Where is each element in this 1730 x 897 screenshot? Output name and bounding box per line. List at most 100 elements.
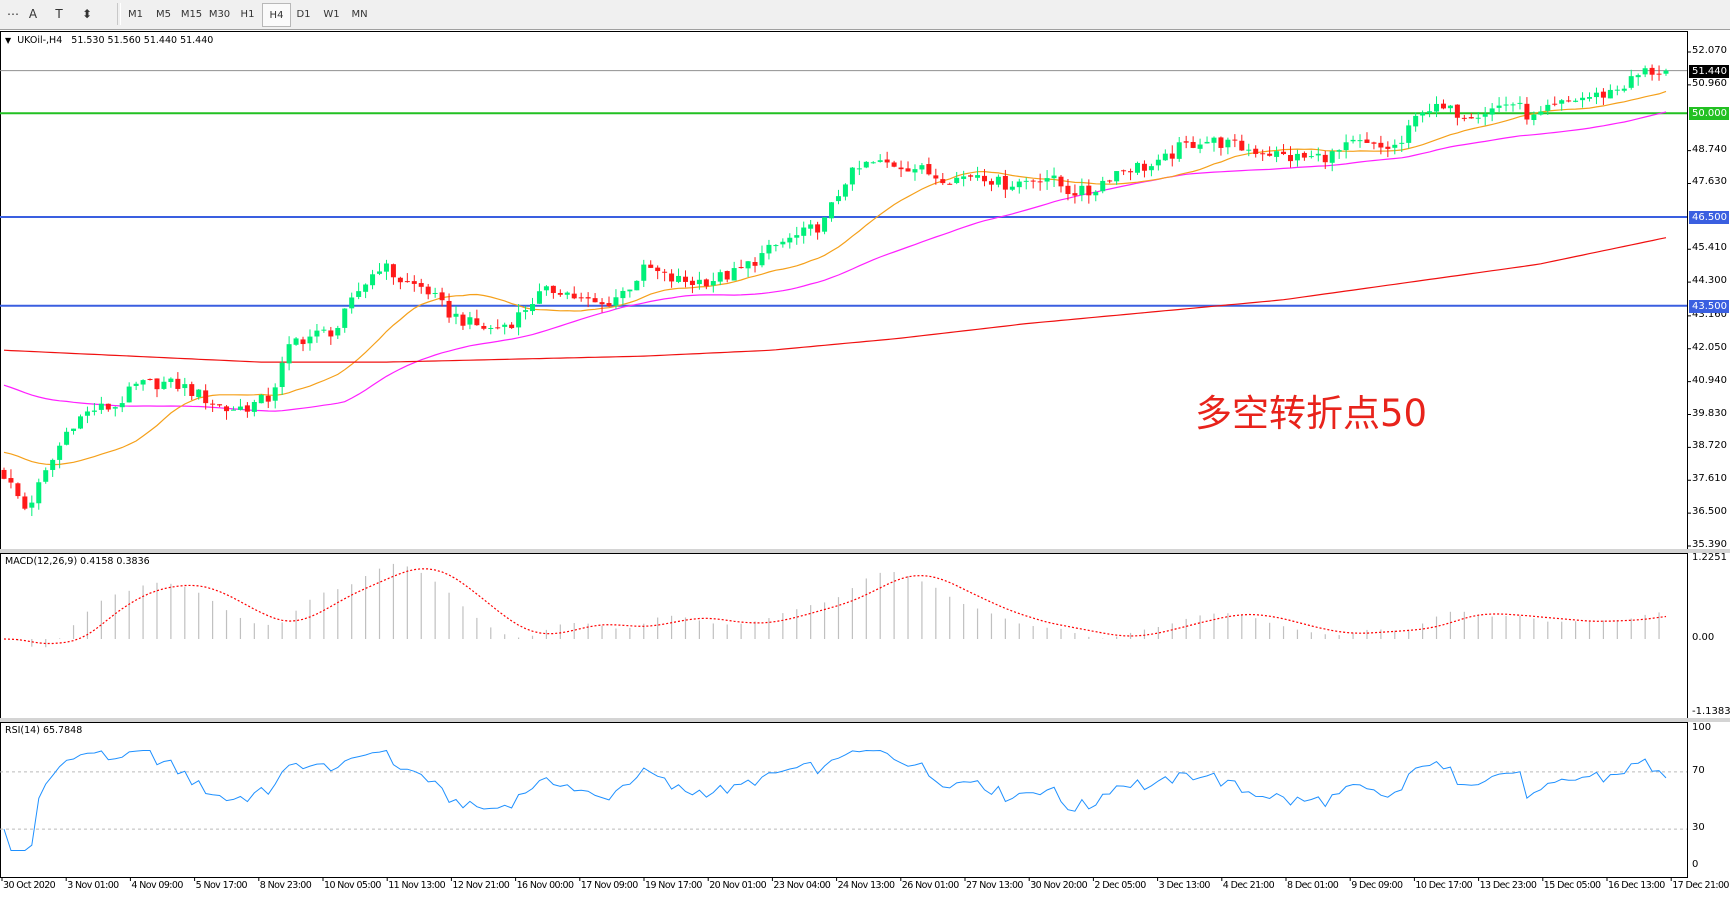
level-price-label[interactable]: 43.500: [1689, 299, 1729, 313]
candle-body: [766, 244, 772, 254]
candle-body: [189, 384, 195, 396]
timeframe-m1-button[interactable]: M1: [128, 8, 143, 20]
timeframe-m15-button[interactable]: M15: [180, 8, 203, 20]
candle: [488, 325, 494, 335]
candle: [210, 399, 216, 413]
price-tick-label: 48.740: [1692, 143, 1727, 155]
time-axis-label: 9 Dec 09:00: [1351, 880, 1403, 891]
candle: [1607, 84, 1613, 99]
candle: [1079, 178, 1085, 202]
candle-body: [592, 298, 598, 303]
candle-body: [488, 328, 494, 330]
rsi-tick-label: 100: [1692, 722, 1712, 733]
candle-body: [1294, 153, 1300, 161]
time-axis-label: 12 Nov 21:00: [452, 880, 510, 891]
candle: [1503, 96, 1509, 112]
candle-body: [884, 159, 890, 163]
candle-body: [1281, 151, 1287, 155]
candle-body: [1468, 117, 1474, 119]
timeframe-mn-button[interactable]: MN: [351, 8, 368, 20]
candle: [627, 289, 633, 298]
candle-body: [808, 224, 814, 229]
candle: [217, 404, 223, 408]
candle-body: [689, 280, 695, 286]
candle-body: [1531, 114, 1537, 121]
candle: [516, 304, 522, 336]
candle: [523, 305, 529, 320]
candle-body: [1267, 153, 1273, 156]
candle: [8, 469, 14, 489]
time-axis-label: 30 Oct 2020: [3, 880, 56, 891]
chart-annotation[interactable]: 多空转折点50: [1195, 392, 1428, 435]
candle: [1621, 85, 1627, 93]
price-tick-label: 50.960: [1692, 77, 1727, 89]
timeframe-m30-button[interactable]: M30: [208, 8, 231, 20]
candle-body: [703, 279, 709, 287]
candle: [1545, 99, 1551, 115]
candle: [606, 296, 612, 308]
candle: [474, 309, 480, 326]
candle-body: [1134, 162, 1140, 173]
arrows-tool-icon[interactable]: ⬍: [81, 7, 93, 21]
candle-body: [474, 318, 480, 326]
candle: [856, 160, 862, 176]
candle-body: [905, 168, 911, 172]
candle: [112, 406, 118, 417]
candle: [815, 221, 821, 240]
candle-body: [272, 387, 278, 401]
candle: [1600, 88, 1606, 106]
candle: [1482, 106, 1488, 126]
candle: [321, 326, 327, 333]
candle-body: [1573, 100, 1579, 102]
candle: [349, 292, 355, 314]
candle-body: [543, 286, 549, 291]
candle: [1037, 173, 1043, 191]
rsi-tick-label: 70: [1692, 764, 1705, 776]
candle: [77, 414, 83, 430]
candle: [446, 293, 452, 323]
candle-body: [752, 262, 758, 266]
level-price-label[interactable]: 46.500: [1689, 210, 1729, 224]
rsi-line: [3, 749, 1667, 851]
time-axis-label: 2 Dec 05:00: [1094, 880, 1146, 891]
candle: [940, 172, 946, 186]
candle: [933, 168, 939, 185]
timeframe-w1-button[interactable]: W1: [323, 8, 340, 20]
candle-body: [1100, 180, 1106, 192]
grid-tool-icon[interactable]: ⋯: [7, 7, 19, 21]
candle: [98, 396, 104, 414]
candle: [982, 169, 988, 187]
candle-body: [467, 317, 473, 325]
candle-body: [1440, 103, 1446, 109]
collapse-triangle-icon[interactable]: ▼: [5, 36, 12, 45]
candle: [1552, 96, 1558, 107]
timeframe-d1-button[interactable]: D1: [296, 8, 311, 20]
timeframe-h1-button[interactable]: H1: [240, 8, 255, 20]
time-axis-label: 26 Nov 01:00: [901, 880, 959, 891]
candle: [1058, 174, 1064, 193]
candle: [620, 287, 626, 305]
candle-body: [1058, 176, 1064, 187]
level-price-label[interactable]: 50.000: [1689, 107, 1729, 121]
candle-body: [620, 290, 626, 299]
time-axis-label: 19 Nov 17:00: [645, 880, 702, 891]
candle-body: [1121, 170, 1127, 172]
candle-body: [1385, 146, 1391, 149]
candle-body: [1176, 142, 1182, 159]
candle: [1183, 135, 1189, 149]
timeframe-h4-button[interactable]: H4: [262, 3, 291, 27]
candle-body: [1545, 104, 1551, 111]
price-tick-label: 40.940: [1692, 374, 1727, 386]
candle-body: [1253, 148, 1259, 154]
text-label-tool-icon[interactable]: T: [55, 7, 63, 21]
candle-body: [822, 217, 828, 232]
candle: [1649, 64, 1655, 81]
rsi-tick-label: 30: [1692, 822, 1705, 834]
time-axis-label: 23 Nov 04:00: [773, 880, 831, 891]
candle-body: [954, 177, 960, 183]
timeframe-m5-button[interactable]: M5: [156, 8, 171, 20]
candle-body: [1093, 191, 1099, 196]
text-tool-icon[interactable]: A: [28, 7, 38, 21]
time-axis-label: 3 Dec 13:00: [1158, 880, 1211, 891]
